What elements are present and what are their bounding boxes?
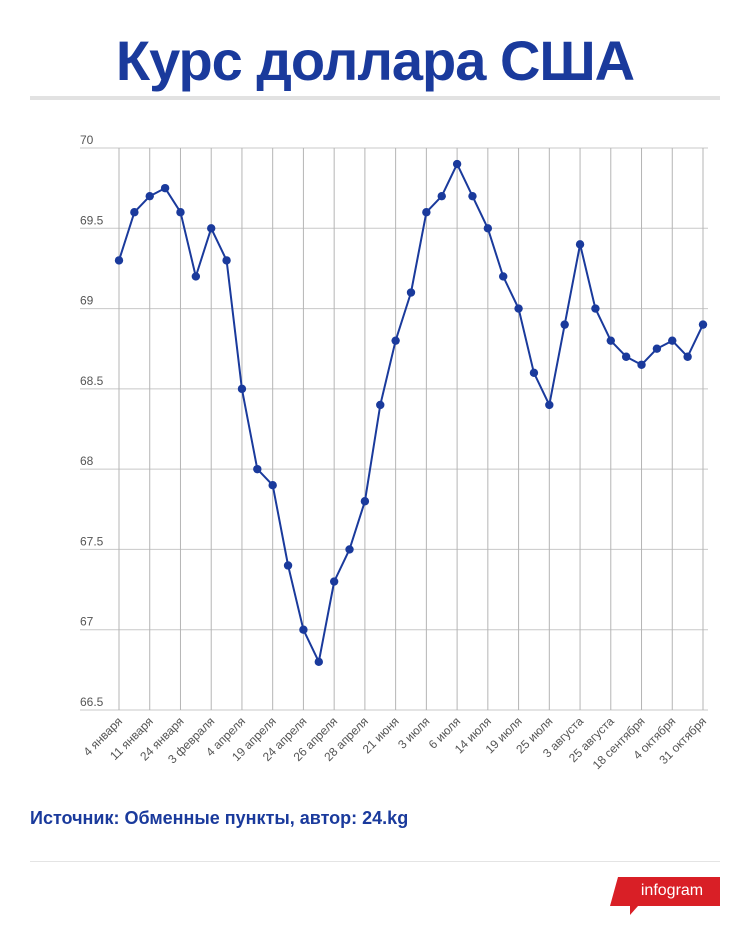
data-point[interactable] xyxy=(514,304,523,313)
data-point[interactable] xyxy=(468,191,477,201)
y-tick-label: 69 xyxy=(80,294,94,308)
data-point[interactable] xyxy=(452,159,462,169)
y-tick-label: 67.5 xyxy=(80,534,104,548)
chart-series xyxy=(114,159,708,667)
data-point[interactable] xyxy=(406,288,416,297)
data-point[interactable] xyxy=(207,224,216,233)
chart-grid xyxy=(80,147,708,711)
series-line xyxy=(118,163,704,663)
data-point[interactable] xyxy=(545,400,554,410)
y-axis-ticks: 70 69.5 69 68.5 68 67.5 67 66.5 xyxy=(80,133,104,709)
data-point[interactable] xyxy=(606,336,615,345)
data-point[interactable] xyxy=(637,360,646,369)
y-tick-label: 68 xyxy=(80,454,94,468)
data-point[interactable] xyxy=(114,256,124,265)
footer-divider xyxy=(30,861,720,862)
data-point[interactable] xyxy=(437,191,446,201)
data-point[interactable] xyxy=(575,240,585,249)
data-point[interactable] xyxy=(698,320,708,329)
data-point[interactable] xyxy=(191,272,201,281)
y-tick-label: 69.5 xyxy=(80,213,104,227)
data-point[interactable] xyxy=(422,208,431,217)
y-tick-label: 70 xyxy=(80,133,94,147)
data-point[interactable] xyxy=(283,561,293,570)
x-tick-label: 3 июля xyxy=(395,714,432,751)
data-point[interactable] xyxy=(345,545,354,554)
data-point[interactable] xyxy=(621,352,631,361)
data-point[interactable] xyxy=(176,208,185,217)
infogram-logo[interactable] xyxy=(610,877,720,917)
data-point[interactable] xyxy=(237,384,247,394)
data-point[interactable] xyxy=(329,577,339,586)
data-point[interactable] xyxy=(299,625,308,634)
data-point[interactable] xyxy=(499,272,508,281)
page-title: Курс доллара США xyxy=(115,29,635,92)
data-point[interactable] xyxy=(145,191,154,201)
y-tick-label: 67 xyxy=(80,615,94,629)
data-point[interactable] xyxy=(253,464,262,474)
data-point[interactable] xyxy=(376,400,385,410)
data-point[interactable] xyxy=(391,336,400,345)
data-point[interactable] xyxy=(591,304,600,313)
data-point[interactable] xyxy=(160,183,170,193)
infogram-logo-text[interactable]: infogram xyxy=(640,882,704,899)
data-point[interactable] xyxy=(314,657,323,667)
data-point[interactable] xyxy=(560,320,569,329)
data-point[interactable] xyxy=(683,352,692,361)
title-divider xyxy=(30,96,720,100)
data-point[interactable] xyxy=(668,336,677,345)
data-point[interactable] xyxy=(360,497,370,506)
source-note: Источник: Обменные пункты, автор: 24.kg xyxy=(30,808,409,828)
data-point[interactable] xyxy=(222,256,231,265)
y-tick-label: 68.5 xyxy=(80,374,104,388)
y-tick-label: 66.5 xyxy=(80,695,104,709)
data-point[interactable] xyxy=(483,224,493,233)
data-point[interactable] xyxy=(130,208,139,217)
data-point[interactable] xyxy=(268,481,277,490)
data-point[interactable] xyxy=(652,344,662,353)
data-point[interactable] xyxy=(529,368,539,377)
